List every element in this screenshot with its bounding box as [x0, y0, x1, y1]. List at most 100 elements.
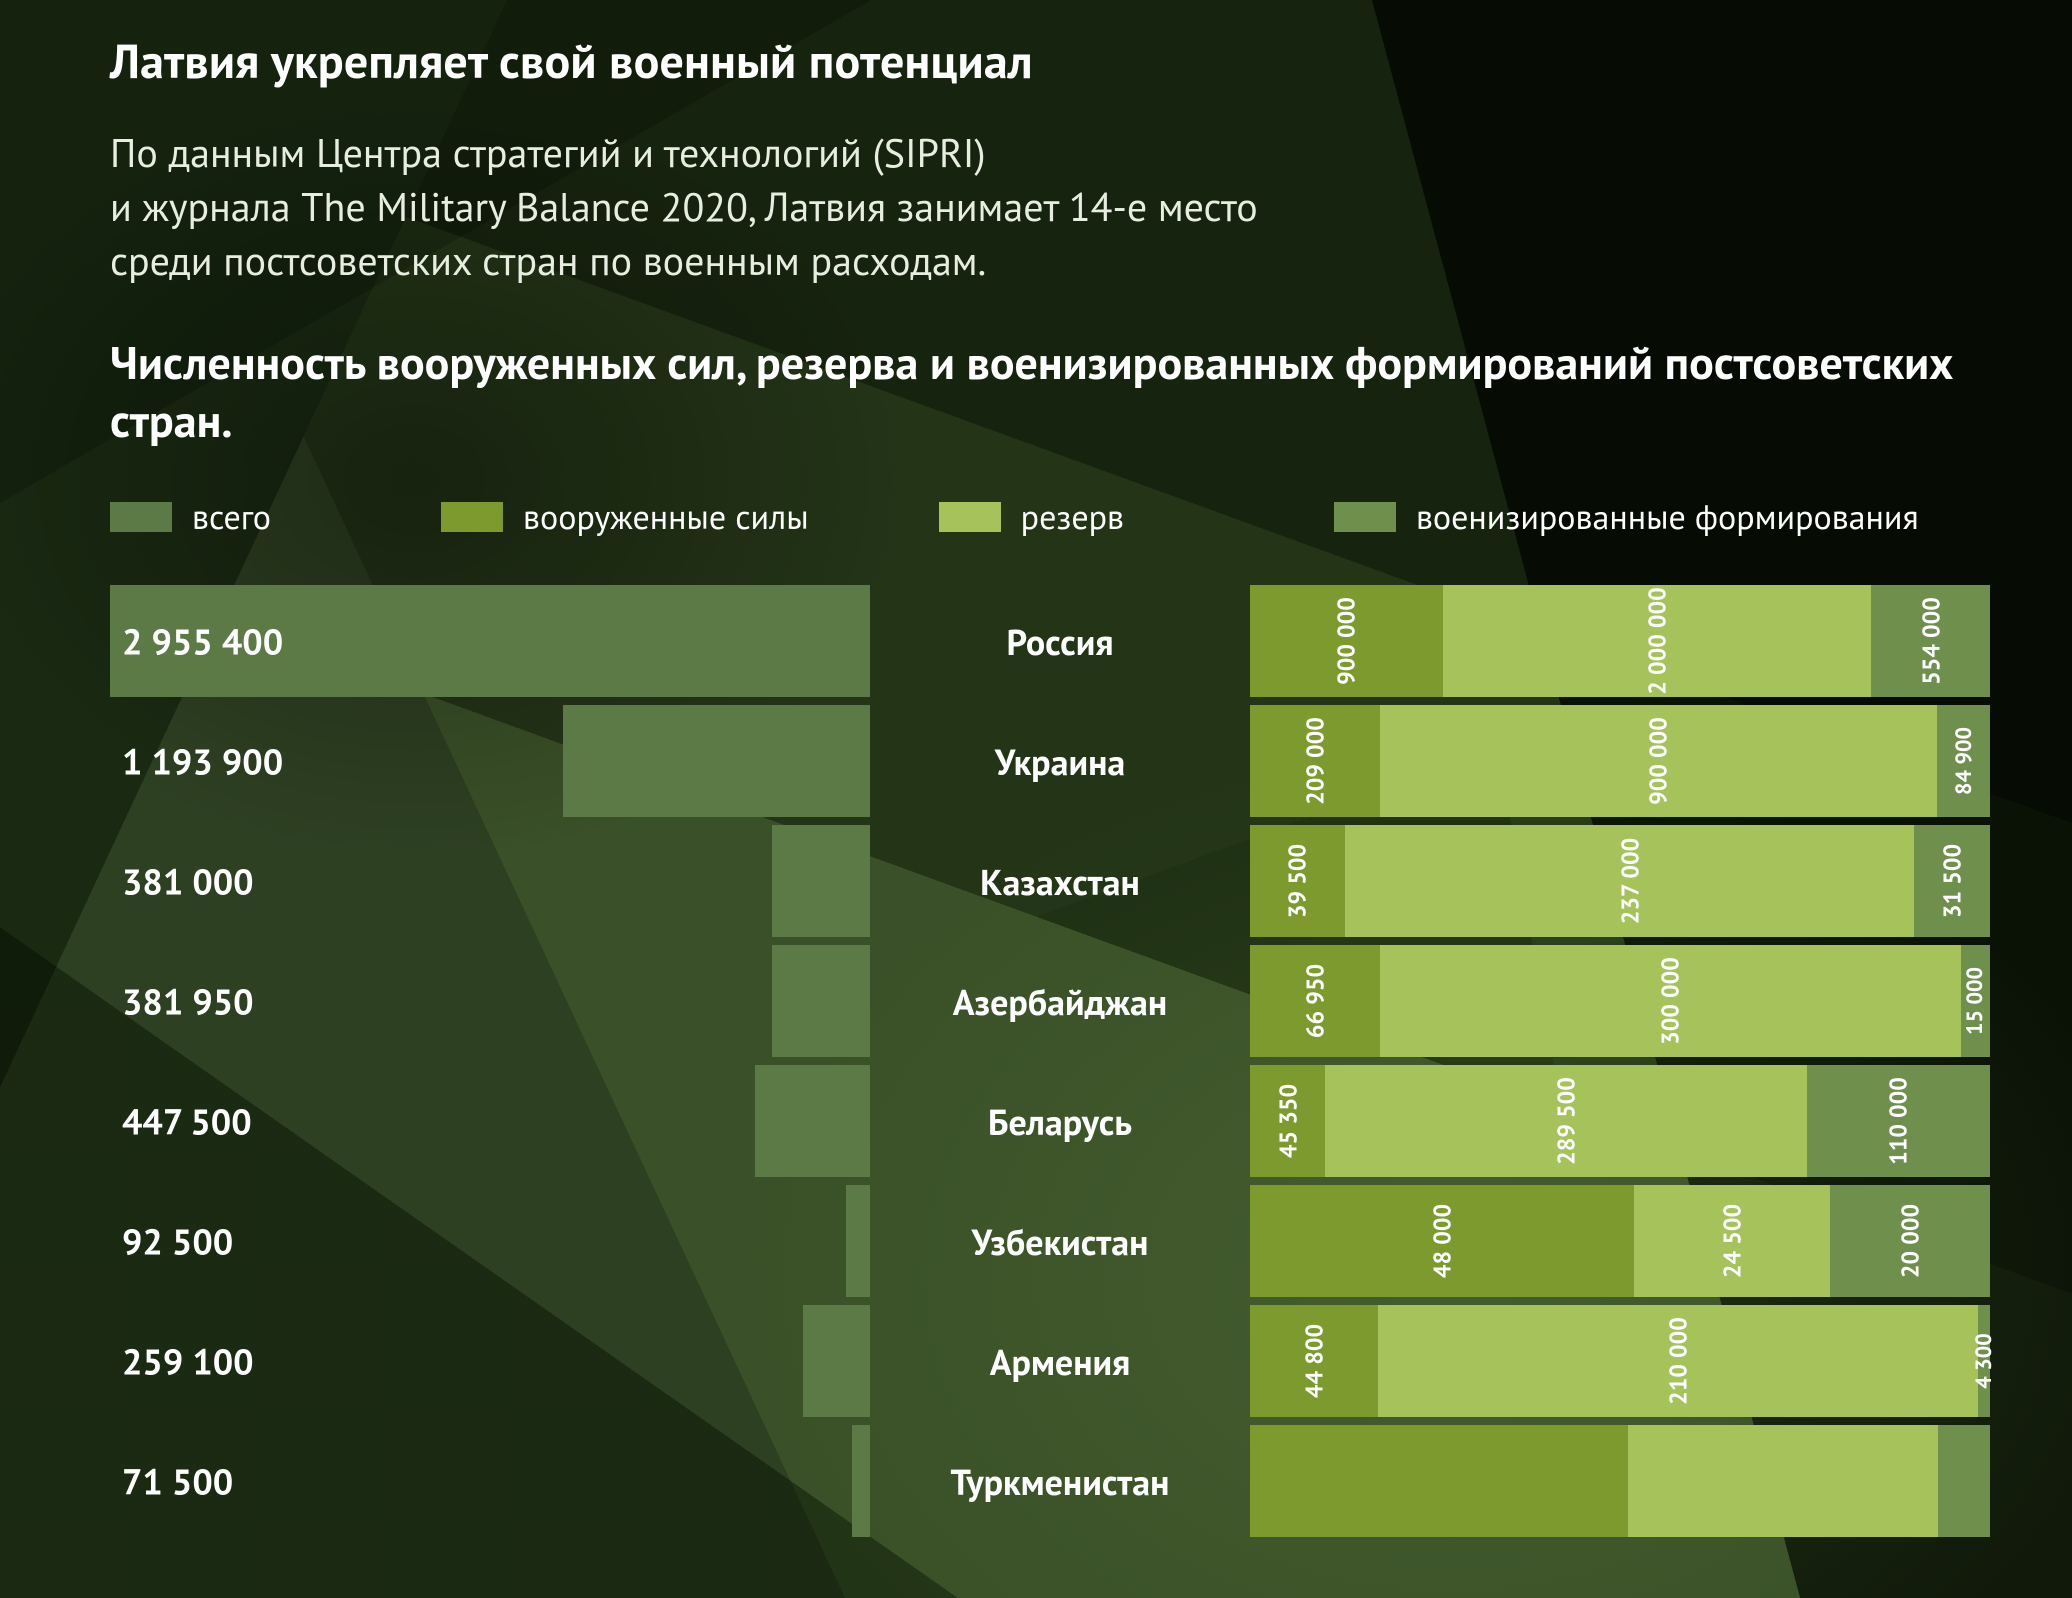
content-wrap: Латвия укрепляет свой военный потенциал …: [0, 0, 2072, 1541]
legend-label-total: всего: [192, 495, 271, 539]
total-cell: 2 955 400: [110, 581, 870, 701]
segment-reserve: 210 000: [1378, 1305, 1978, 1417]
segment-label-reserve: 289 500: [1551, 1077, 1582, 1165]
total-bar: [563, 705, 870, 817]
segment-label-reserve: 300 000: [1655, 957, 1686, 1045]
total-label: 71 500: [122, 1458, 233, 1505]
lead-text: По данным Центра стратегий и технологий …: [110, 127, 1258, 287]
segment-paramil: [1938, 1425, 1990, 1537]
total-bar: [852, 1425, 870, 1537]
country-label: Беларусь: [870, 1098, 1250, 1145]
segment-armed: 48 000: [1250, 1185, 1634, 1297]
segment-armed: 39 500: [1250, 825, 1345, 937]
country-label: Россия: [870, 618, 1250, 665]
legend-item-reserve: резерв: [939, 495, 1124, 539]
segment-reserve: 289 500: [1325, 1065, 1807, 1177]
country-label: Украина: [870, 738, 1250, 785]
segment-label-reserve: 210 000: [1662, 1317, 1693, 1405]
segment-label-armed: 44 800: [1298, 1324, 1329, 1398]
segment-label-reserve: 24 500: [1717, 1204, 1748, 1278]
lead-paragraph: По данным Центра стратегий и технологий …: [110, 126, 1810, 288]
stack-bar: 39 500237 000 31 500: [1250, 825, 1990, 937]
stack-bar: 48 000 24 500 20 000: [1250, 1185, 1990, 1297]
segment-label-paramil: 31 500: [1937, 844, 1968, 918]
chart-row: 381 950Азербайджан66 950300 00015 000: [110, 941, 1962, 1061]
segment-reserve: [1628, 1425, 1938, 1537]
country-label: Казахстан: [870, 858, 1250, 905]
segment-label-paramil: 84 900: [1950, 727, 1978, 795]
segment-reserve: 24 500: [1634, 1185, 1830, 1297]
segment-label-paramil: 15 000: [1961, 967, 1989, 1035]
segment-armed: 66 950: [1250, 945, 1380, 1057]
segment-armed: 209 000: [1250, 705, 1380, 817]
total-cell: 259 100: [110, 1301, 870, 1421]
total-label: 1 193 900: [122, 738, 283, 785]
total-label: 381 000: [122, 858, 254, 905]
segment-paramil: 31 500: [1914, 825, 1990, 937]
segment-reserve: 2 000 000: [1443, 585, 1871, 697]
segment-armed: 45 350: [1250, 1065, 1325, 1177]
segment-paramil: 84 900: [1937, 705, 1990, 817]
segment-label-armed: 900 000: [1331, 597, 1362, 685]
total-bar: [772, 945, 870, 1057]
total-label: 259 100: [122, 1338, 254, 1385]
chart-row: 2 955 400Россия 900 000 2 000 000 554 000: [110, 581, 1962, 701]
country-label: Узбекистан: [870, 1218, 1250, 1265]
total-cell: 447 500: [110, 1061, 870, 1181]
segment-label-reserve: 900 000: [1643, 717, 1674, 805]
legend-item-paramil: военизированные формирования: [1334, 495, 1919, 539]
chart-subtitle: Численность вооруженных сил, резерва и в…: [110, 334, 1962, 449]
stack-cell: 209 000 900 000 84 900: [1250, 701, 1990, 821]
segment-label-armed: 48 000: [1427, 1204, 1458, 1278]
legend-item-total: всего: [110, 495, 271, 539]
stack-bar: [1250, 1425, 1990, 1537]
segment-paramil: 15 000: [1961, 945, 1990, 1057]
swatch-reserve: [939, 502, 1001, 532]
stack-cell: [1250, 1421, 1990, 1541]
stack-bar: 44 800210 0004 300: [1250, 1305, 1990, 1417]
swatch-armed: [441, 502, 503, 532]
segment-armed: 44 800: [1250, 1305, 1378, 1417]
page-title: Латвия укрепляет свой военный потенциал: [110, 30, 1962, 92]
stack-bar: 45 350 289 500 110 000: [1250, 1065, 1990, 1177]
total-bar: [755, 1065, 870, 1177]
total-cell: 381 950: [110, 941, 870, 1061]
segment-label-reserve: 2 000 000: [1642, 587, 1673, 694]
total-cell: 92 500: [110, 1181, 870, 1301]
total-cell: 71 500: [110, 1421, 870, 1541]
segment-label-paramil: 4 300: [1970, 1333, 1998, 1388]
stack-cell: 44 800210 0004 300: [1250, 1301, 1990, 1421]
stack-bar: 900 000 2 000 000 554 000: [1250, 585, 1990, 697]
segment-label-armed: 66 950: [1299, 964, 1330, 1038]
total-label: 92 500: [122, 1218, 233, 1265]
legend-item-armed: вооруженные силы: [441, 495, 809, 539]
segment-armed: [1250, 1425, 1628, 1537]
total-cell: 1 193 900: [110, 701, 870, 821]
segment-paramil: 20 000: [1830, 1185, 1990, 1297]
stack-bar: 209 000 900 000 84 900: [1250, 705, 1990, 817]
chart-row: 381 000Казахстан39 500237 00031 500: [110, 821, 1962, 941]
legend: всего вооруженные силы резерв военизиров…: [110, 495, 1962, 539]
total-bar: [846, 1185, 870, 1297]
country-label: Армения: [870, 1338, 1250, 1385]
segment-reserve: 237 000: [1345, 825, 1914, 937]
segment-label-paramil: 20 000: [1895, 1204, 1926, 1278]
stack-cell: 66 950 300 000 15 000: [1250, 941, 1990, 1061]
segment-label-armed: 45 350: [1272, 1084, 1303, 1158]
segment-reserve: 900 000: [1380, 705, 1938, 817]
forces-chart: 2 955 400Россия 900 000 2 000 000 554 000 1 …: [110, 581, 1962, 1541]
legend-label-armed: вооруженные силы: [523, 495, 809, 539]
stack-cell: 48 000 24 500 20 000: [1250, 1181, 1990, 1301]
segment-label-paramil: 554 000: [1915, 597, 1946, 685]
country-label: Азербайджан: [870, 978, 1250, 1025]
total-label: 381 950: [122, 978, 254, 1025]
segment-label-paramil: 110 000: [1883, 1077, 1914, 1165]
stack-cell: 39 500237 000 31 500: [1250, 821, 1990, 941]
stack-cell: 900 000 2 000 000 554 000: [1250, 581, 1990, 701]
legend-label-reserve: резерв: [1021, 495, 1124, 539]
segment-reserve: 300 000: [1380, 945, 1961, 1057]
total-cell: 381 000: [110, 821, 870, 941]
swatch-total: [110, 502, 172, 532]
total-bar: [772, 825, 870, 937]
country-label: Туркменистан: [870, 1458, 1250, 1505]
